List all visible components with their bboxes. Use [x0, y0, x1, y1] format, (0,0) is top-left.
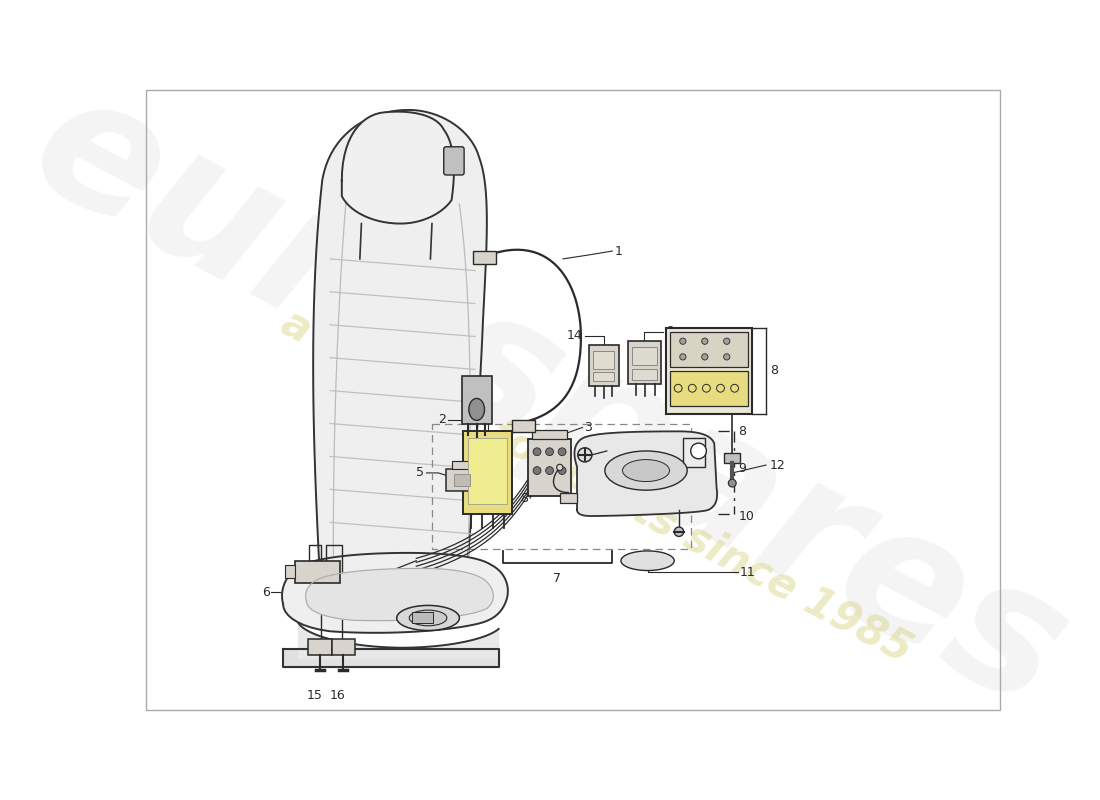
Bar: [560, 493, 578, 503]
Circle shape: [728, 479, 736, 487]
Circle shape: [558, 448, 566, 456]
Bar: [666, 328, 752, 414]
Bar: [670, 371, 748, 406]
Bar: [463, 431, 512, 514]
Bar: [447, 469, 477, 491]
Text: 6: 6: [262, 586, 270, 598]
Circle shape: [702, 338, 708, 344]
Bar: [670, 332, 748, 367]
Circle shape: [680, 354, 686, 360]
Bar: [594, 351, 614, 369]
Circle shape: [730, 384, 738, 392]
Text: 3: 3: [584, 421, 592, 434]
Polygon shape: [299, 623, 498, 658]
Circle shape: [578, 448, 592, 462]
FancyBboxPatch shape: [443, 146, 464, 175]
Circle shape: [534, 448, 541, 456]
Text: 5: 5: [416, 466, 425, 479]
Polygon shape: [342, 112, 454, 223]
Ellipse shape: [397, 606, 460, 630]
Circle shape: [716, 384, 725, 392]
Text: 8: 8: [738, 425, 747, 438]
Circle shape: [680, 338, 686, 344]
Text: 16: 16: [330, 689, 345, 702]
Text: 8: 8: [520, 491, 528, 505]
Bar: [631, 370, 657, 380]
Bar: [473, 251, 496, 263]
Bar: [531, 430, 566, 439]
Circle shape: [703, 384, 711, 392]
Text: 13: 13: [644, 446, 659, 459]
Bar: [452, 461, 471, 469]
Ellipse shape: [409, 610, 447, 626]
Circle shape: [674, 527, 683, 537]
Bar: [308, 639, 331, 655]
Bar: [412, 613, 432, 623]
Text: 4: 4: [626, 468, 634, 481]
Bar: [462, 377, 492, 423]
Bar: [432, 423, 691, 549]
Text: 6: 6: [664, 326, 673, 338]
Circle shape: [546, 448, 553, 456]
Text: a passion for parts since 1985: a passion for parts since 1985: [274, 302, 920, 671]
Text: 11: 11: [739, 566, 755, 579]
Polygon shape: [314, 110, 487, 619]
Bar: [295, 561, 340, 582]
Circle shape: [534, 466, 541, 474]
Text: eurospares: eurospares: [4, 54, 1094, 746]
Bar: [683, 438, 705, 467]
Bar: [594, 372, 614, 381]
Polygon shape: [282, 553, 508, 633]
Circle shape: [546, 466, 553, 474]
Circle shape: [724, 338, 730, 344]
Bar: [454, 474, 470, 486]
Text: 2: 2: [438, 413, 447, 426]
Circle shape: [724, 354, 730, 360]
Polygon shape: [306, 569, 493, 621]
Text: 9: 9: [738, 462, 747, 474]
Bar: [512, 420, 536, 432]
Bar: [588, 345, 618, 386]
Circle shape: [702, 354, 708, 360]
Text: 10: 10: [738, 510, 755, 522]
Polygon shape: [283, 650, 498, 666]
Text: 12: 12: [770, 458, 785, 471]
Ellipse shape: [605, 451, 688, 490]
Circle shape: [557, 464, 563, 470]
Circle shape: [674, 384, 682, 392]
Text: 15: 15: [307, 689, 322, 702]
Text: 7: 7: [553, 573, 561, 586]
Circle shape: [691, 443, 706, 459]
Bar: [285, 566, 295, 578]
Ellipse shape: [623, 459, 670, 482]
Bar: [725, 454, 740, 462]
Bar: [331, 639, 355, 655]
Ellipse shape: [469, 398, 484, 420]
Text: 14: 14: [566, 330, 583, 342]
Text: 8: 8: [770, 365, 778, 378]
Ellipse shape: [620, 551, 674, 570]
Circle shape: [689, 384, 696, 392]
Circle shape: [558, 466, 566, 474]
Polygon shape: [574, 431, 717, 516]
Bar: [528, 439, 571, 496]
Bar: [628, 341, 661, 384]
Bar: [631, 347, 657, 365]
Text: 1: 1: [615, 245, 623, 258]
Bar: [468, 438, 507, 504]
